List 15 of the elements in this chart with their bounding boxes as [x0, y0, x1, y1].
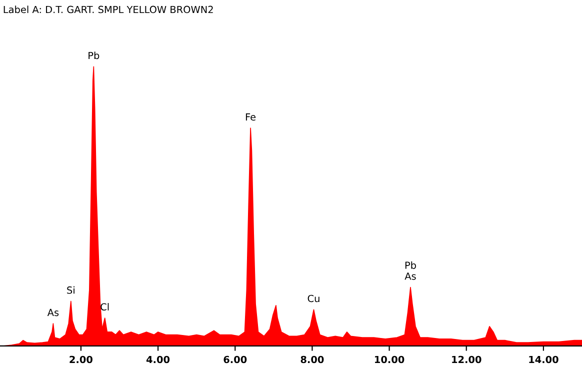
annotation: Pb As: [404, 261, 416, 280]
annotation: As: [47, 308, 59, 316]
annotation: Pb: [88, 52, 100, 60]
x-tick-label: 6.00: [224, 356, 247, 364]
x-tick-label: 8.00: [300, 356, 324, 364]
annotation: Cl: [100, 303, 109, 311]
x-tick-label: 14.00: [529, 356, 558, 364]
chart-title: Label A: D.T. GART. SMPL YELLOW BROWN2: [4, 6, 213, 14]
x-tick-label: 10.00: [375, 356, 404, 364]
annotation: Fe: [246, 113, 256, 121]
annotation: Cu: [308, 294, 320, 302]
x-tick-label: 2.00: [70, 356, 92, 364]
x-tick-label: 4.00: [146, 356, 170, 364]
annotation: Si: [67, 286, 74, 294]
x-tick-label: 12.00: [452, 356, 482, 364]
